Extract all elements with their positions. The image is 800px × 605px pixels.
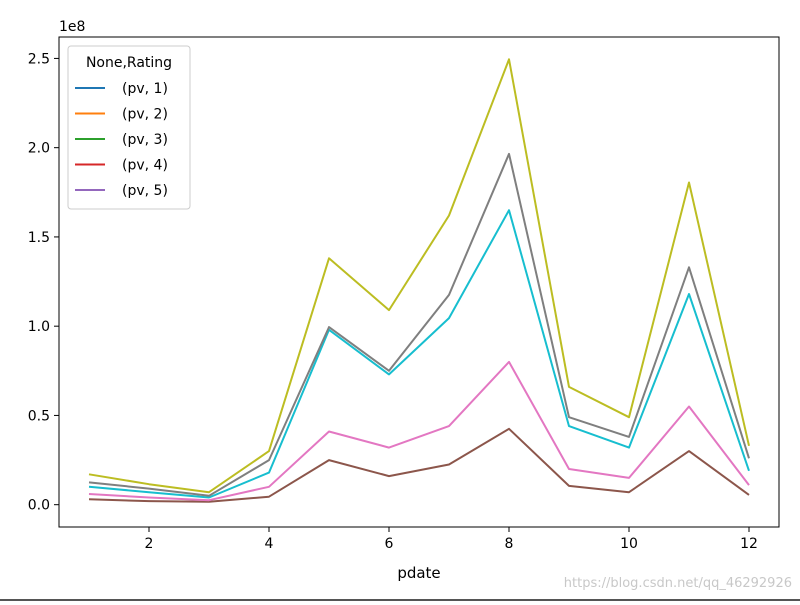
plot-frame <box>58 36 780 528</box>
y-tick-label: 1.0 <box>28 319 50 335</box>
x-tick-label: 6 <box>385 536 394 552</box>
legend-box <box>67 45 191 210</box>
legend-title: None,Rating <box>86 55 172 71</box>
x-tick-label: 2 <box>145 536 154 552</box>
series-layer <box>88 58 750 503</box>
legend-entry-label: (pv, 5) <box>122 183 168 199</box>
y-tick-label: 2.5 <box>28 51 50 67</box>
x-tick-label: 12 <box>740 536 758 552</box>
legend-entry-label: (pv, 1) <box>122 81 168 97</box>
y-offset-label: 1e8 <box>59 19 85 35</box>
legend-entry-label: (pv, 4) <box>122 158 168 174</box>
series-line-5 <box>88 58 750 494</box>
y-tick-label: 1.5 <box>28 230 50 246</box>
series-line-2 <box>88 360 750 502</box>
legend: None,Rating (pv, 1) (pv, 2) (pv, 3) (pv, 4)… <box>67 45 191 210</box>
y-axis-ticks: 0.0 0.5 1.0 1.5 2.0 2.5 <box>28 51 59 514</box>
x-tick-label: 8 <box>505 536 514 552</box>
legend-entry-label: (pv, 2) <box>122 107 168 123</box>
legend-entry-label: (pv, 3) <box>122 132 168 148</box>
x-axis-label: pdate <box>397 564 440 582</box>
watermark: https://blog.csdn.net/qq_46292926 <box>563 576 792 591</box>
legend-entries: (pv, 1) (pv, 2) (pv, 3) (pv, 4) (pv, 5) <box>75 81 168 199</box>
y-tick-label: 0.0 <box>28 498 50 514</box>
x-tick-label: 10 <box>620 536 638 552</box>
series-line-4 <box>88 152 750 497</box>
y-tick-label: 2.0 <box>28 141 50 157</box>
bottom-rule <box>0 599 800 601</box>
x-tick-label: 4 <box>265 536 274 552</box>
series-line-1 <box>88 427 750 503</box>
y-tick-label: 0.5 <box>28 408 50 424</box>
x-axis-ticks: 2 4 6 8 10 12 <box>145 527 758 552</box>
series-line-3 <box>88 209 750 499</box>
